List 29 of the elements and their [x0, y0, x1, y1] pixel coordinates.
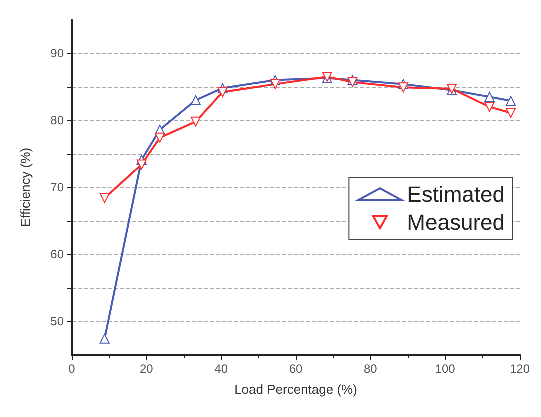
legend-label: Estimated — [407, 182, 505, 207]
point — [100, 334, 110, 344]
point — [136, 160, 147, 170]
point — [218, 87, 228, 98]
point — [190, 116, 201, 127]
point — [506, 96, 516, 106]
y-tick-label: 50 — [50, 314, 64, 328]
y-tick-label: 60 — [50, 248, 64, 262]
y-tick-label: 70 — [50, 180, 64, 194]
point — [155, 132, 166, 143]
x-tick-label: 20 — [140, 362, 154, 376]
legend-label: Measured — [407, 210, 506, 235]
point — [506, 108, 516, 118]
x-axis-title: Load Percentage (%) — [234, 382, 358, 397]
x-tick-label: 80 — [364, 362, 378, 376]
x-tick-label: 40 — [214, 362, 228, 376]
y-axis-title: Efficiency (%) — [18, 148, 33, 228]
point — [270, 79, 280, 90]
x-tick-label: 100 — [435, 362, 456, 376]
x-tick-label: 0 — [68, 362, 76, 376]
point — [484, 92, 495, 102]
point — [100, 193, 110, 204]
point — [398, 82, 409, 93]
x-tick-label: 120 — [510, 362, 530, 376]
y-tick-label: 90 — [50, 46, 64, 60]
point — [190, 95, 201, 106]
point — [484, 102, 495, 112]
x-tick-label: 60 — [289, 362, 303, 376]
y-tick-label: 80 — [50, 114, 64, 128]
